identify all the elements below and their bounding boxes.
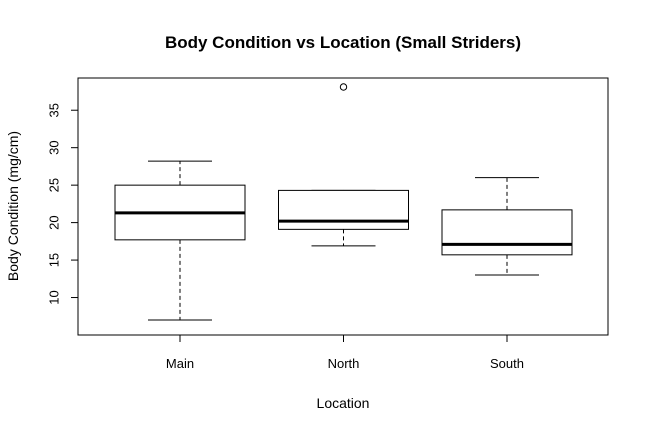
box-south: [441, 177, 573, 276]
y-axis: 10 15 20 25 30 35: [46, 103, 79, 305]
y-tick-label: 30: [46, 140, 61, 154]
x-tick-label: North: [328, 356, 360, 371]
iqr-box: [278, 189, 409, 230]
boxes-group: [114, 83, 573, 321]
x-axis: Main North South: [166, 334, 524, 371]
y-tick-label: 10: [46, 290, 61, 304]
x-axis-label: Location: [317, 395, 370, 411]
box-north: [278, 83, 409, 247]
iqr-box: [441, 209, 573, 256]
y-axis-label: Body Condition (mg/cm): [5, 131, 21, 281]
box-main: [114, 160, 246, 321]
chart-title: Body Condition vs Location (Small Stride…: [165, 33, 521, 52]
y-tick-label: 20: [46, 215, 61, 229]
x-tick-label: South: [490, 356, 524, 371]
x-tick-label: Main: [166, 356, 194, 371]
y-tick-label: 35: [46, 103, 61, 117]
y-tick-label: 25: [46, 178, 61, 192]
y-tick-label: 15: [46, 253, 61, 267]
outlier-point: [339, 83, 348, 91]
